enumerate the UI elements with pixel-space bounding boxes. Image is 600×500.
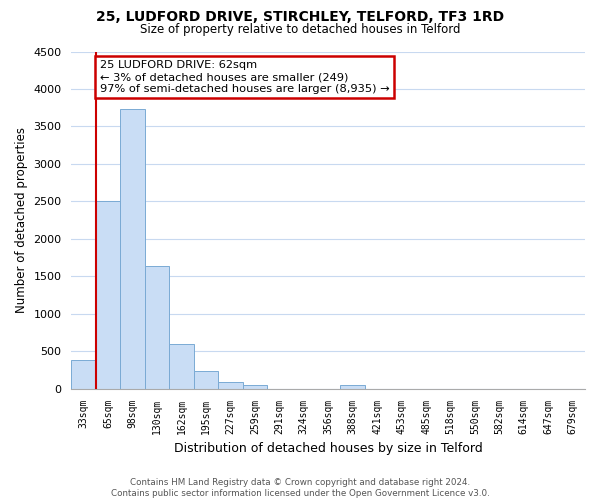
Bar (96, 202, 121, 388)
Bar (71, 360, 96, 388)
Bar (145, 266, 169, 388)
X-axis label: Distribution of detached houses by size in Telford: Distribution of detached houses by size … (174, 442, 482, 455)
Bar (194, 370, 218, 388)
Text: Contains HM Land Registry data © Crown copyright and database right 2024.
Contai: Contains HM Land Registry data © Crown c… (110, 478, 490, 498)
Bar (169, 344, 194, 388)
Text: 25 LUDFORD DRIVE: 62sqm
← 3% of detached houses are smaller (249)
97% of semi-de: 25 LUDFORD DRIVE: 62sqm ← 3% of detached… (100, 60, 389, 94)
Bar (121, 109, 145, 388)
Bar (242, 384, 267, 388)
Text: Size of property relative to detached houses in Telford: Size of property relative to detached ho… (140, 22, 460, 36)
Bar (340, 385, 365, 388)
Bar (218, 382, 242, 388)
Text: 25, LUDFORD DRIVE, STIRCHLEY, TELFORD, TF3 1RD: 25, LUDFORD DRIVE, STIRCHLEY, TELFORD, T… (96, 10, 504, 24)
Y-axis label: Number of detached properties: Number of detached properties (15, 127, 28, 313)
